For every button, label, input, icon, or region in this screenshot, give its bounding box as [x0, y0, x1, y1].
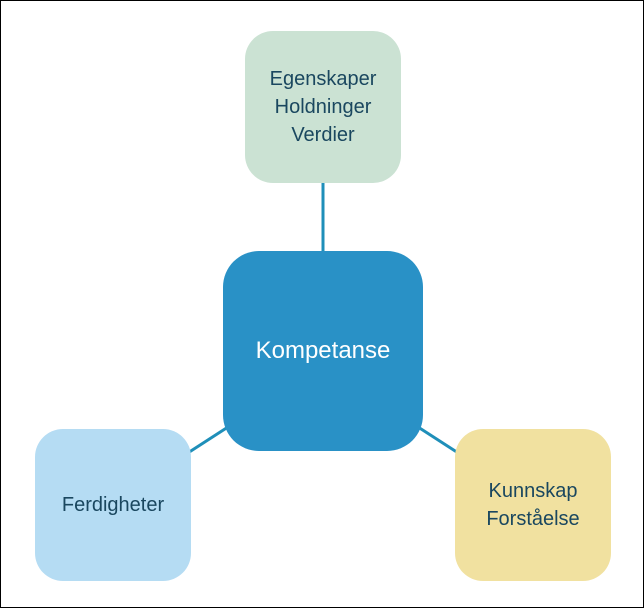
- diagram-frame: EgenskaperHoldningerVerdier Kompetanse F…: [0, 0, 644, 608]
- top-label-line-2: Verdier: [291, 121, 354, 149]
- right-label-line-1: Forståelse: [486, 505, 579, 533]
- center-label-line-0: Kompetanse: [256, 336, 391, 366]
- node-top: EgenskaperHoldningerVerdier: [245, 31, 401, 183]
- left-label-line-0: Ferdigheter: [62, 491, 164, 519]
- top-label-line-0: Egenskaper: [270, 65, 377, 93]
- node-right: KunnskapForståelse: [455, 429, 611, 581]
- top-label-line-1: Holdninger: [275, 93, 372, 121]
- node-center: Kompetanse: [223, 251, 423, 451]
- node-left: Ferdigheter: [35, 429, 191, 581]
- right-label-line-0: Kunnskap: [489, 477, 578, 505]
